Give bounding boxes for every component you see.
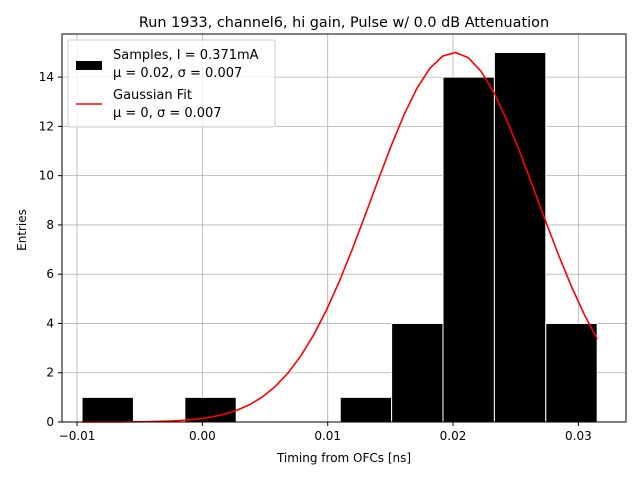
plot-area: −0.01 0.00 0.01 0.02 0.03 0 2 4 6 8 10 12 14 [39,33,627,443]
y-tick-label: 14 [39,70,54,84]
legend: Samples, I = 0.371mA μ = 0.02, σ = 0.007… [67,39,276,128]
axes-frame [61,33,627,423]
gaussian-fit-line [82,51,598,423]
legend-stats-fit: μ = 0, σ = 0.007 [113,106,222,121]
x-tick-label: 0.02 [440,429,467,443]
x-tick-label: 0.03 [565,429,592,443]
y-tick-label: 12 [39,119,54,133]
y-tick-label: 2 [46,366,54,380]
legend-swatch-samples [76,61,102,70]
legend-label-samples: Samples, I = 0.371mA [113,48,259,63]
x-axis-label: Timing from OFCs [ns] [276,451,411,465]
histogram-bar [391,322,444,423]
x-tick-label: 0.01 [314,429,341,443]
y-tick-label: 6 [46,267,54,281]
legend-label-fit: Gaussian Fit [113,88,192,103]
histogram-bar [184,396,237,423]
legend-frame [67,39,276,128]
legend-stats-samples: μ = 0.02, σ = 0.007 [113,66,242,81]
y-tick-label: 8 [46,218,54,232]
y-axis-label: Entries [15,209,29,251]
y-tick-label: 0 [46,415,54,429]
x-tick-label: 0.00 [189,429,216,443]
histogram-bar [493,51,547,423]
x-tick-label: −0.01 [59,429,96,443]
histogram-bar [339,396,393,423]
y-tick-label: 10 [39,169,54,183]
histogram-bar [81,396,134,423]
chart-title: Run 1933, channel6, hi gain, Pulse w/ 0.… [139,15,549,31]
histogram-bar [442,76,495,423]
y-tick-label: 4 [46,316,54,330]
histogram-bar [545,322,598,423]
